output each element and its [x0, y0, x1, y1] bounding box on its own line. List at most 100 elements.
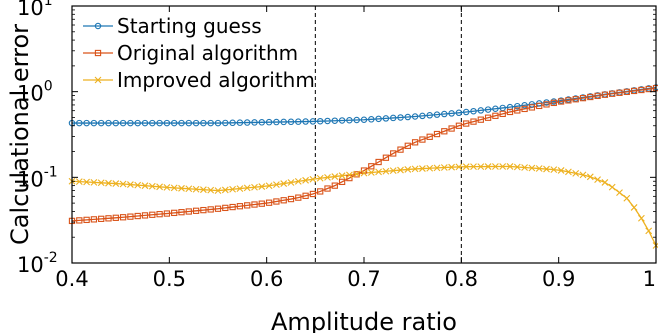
improved-algorithm-point — [119, 180, 127, 188]
starting-guess-point — [163, 119, 171, 127]
improved-algorithm-point — [426, 164, 434, 172]
improved-algorithm-point — [265, 182, 273, 190]
starting-guess-point — [229, 119, 236, 127]
improved-algorithm-point — [601, 179, 609, 186]
y-tick-label: 10-2 — [17, 250, 58, 277]
original-algorithm-point — [244, 202, 251, 209]
improved-algorithm-point — [97, 179, 105, 187]
original-algorithm-point — [550, 99, 557, 107]
improved-algorithm-point — [433, 164, 441, 172]
improved-algorithm-point — [127, 181, 134, 188]
original-algorithm-point — [192, 207, 200, 214]
legend-swatch-marker — [94, 76, 102, 84]
original-algorithm-point — [638, 86, 645, 94]
improved-algorithm-point — [273, 181, 280, 189]
original-algorithm-point — [185, 208, 192, 215]
original-algorithm-point — [98, 215, 105, 222]
improved-algorithm-point — [214, 187, 222, 194]
y-axis-title: Calculational error — [6, 24, 34, 245]
improved-algorithm-point — [178, 184, 185, 192]
improved-algorithm-point — [550, 166, 558, 173]
improved-algorithm-point — [236, 185, 244, 192]
starting-guess-point — [302, 118, 309, 125]
original-algorithm-point — [200, 206, 207, 214]
original-algorithm-point — [273, 198, 280, 205]
improved-algorithm-point — [448, 163, 455, 171]
original-algorithm-point — [127, 213, 134, 220]
improved-algorithm-point — [528, 164, 536, 172]
original-algorithm-point — [630, 87, 638, 95]
original-algorithm-point — [236, 203, 244, 210]
improved-algorithm-point — [477, 163, 485, 171]
improved-algorithm-point — [455, 163, 463, 171]
starting-guess-point — [192, 119, 200, 127]
original-algorithm-point — [645, 85, 652, 93]
original-algorithm-point — [119, 214, 127, 221]
starting-guess-point — [433, 111, 441, 118]
original-algorithm-point — [470, 118, 477, 125]
starting-guess-point — [324, 117, 331, 125]
original-algorithm-point — [587, 93, 594, 101]
improved-algorithm-point — [346, 171, 353, 179]
legend-label: Original algorithm — [117, 41, 298, 65]
starting-guess-point — [492, 105, 499, 113]
starting-guess-point — [149, 119, 156, 127]
starting-guess-point — [90, 119, 98, 127]
original-algorithm-point — [331, 182, 338, 189]
improved-algorithm-point — [338, 172, 346, 180]
legend: Starting guess Original algorithm Improved… — [83, 14, 315, 92]
improved-algorithm-point — [134, 181, 142, 189]
starting-guess-point — [105, 119, 112, 127]
original-algorithm-point — [178, 209, 185, 216]
starting-guess-point — [214, 119, 222, 127]
improved-algorithm-line — [71, 165, 657, 246]
original-algorithm-point — [207, 206, 214, 213]
starting-guess-point — [112, 119, 120, 127]
starting-guess-point — [287, 118, 295, 126]
original-algorithm-point — [265, 199, 273, 206]
original-algorithm-point — [105, 215, 112, 222]
legend-swatch-marker — [94, 49, 102, 57]
improved-algorithm-point — [221, 186, 229, 194]
legend-entry-starting-guess: Starting guess — [83, 14, 262, 38]
original-algorithm-point — [112, 214, 119, 221]
original-algorithm-point — [543, 101, 550, 108]
original-algorithm-point — [163, 210, 171, 217]
original-algorithm-point — [368, 163, 375, 170]
improved-algorithm-point — [148, 182, 156, 190]
x-tick-label: 0.5 — [153, 267, 186, 291]
improved-algorithm-point — [324, 174, 331, 181]
original-algorithm-point — [295, 194, 302, 201]
improved-algorithm-point — [616, 189, 623, 197]
x-tick-label: 1 — [643, 267, 656, 291]
improved-algorithm-point — [513, 163, 521, 171]
improved-algorithm-point — [294, 178, 302, 185]
improved-algorithm-point — [302, 176, 309, 184]
improved-algorithm-point — [83, 178, 90, 186]
starting-guess-point — [353, 116, 360, 124]
starting-guess-point — [404, 113, 412, 121]
starting-guess-point — [83, 119, 90, 127]
improved-algorithm-point — [499, 163, 507, 170]
improved-algorithm-point — [565, 168, 572, 176]
improved-algorithm-point — [75, 178, 83, 186]
improved-algorithm-point — [419, 165, 426, 172]
original-algorithm-point — [83, 216, 90, 224]
starting-guess-point — [258, 119, 266, 126]
starting-guess-point — [200, 119, 207, 127]
original-algorithm-point — [76, 217, 83, 224]
y-axis: 10-2 10-1 100 101 — [17, 0, 656, 277]
original-algorithm-point — [382, 154, 390, 161]
starting-guess-point — [251, 119, 258, 126]
original-algorithm-point — [565, 97, 572, 104]
improved-algorithm-point — [404, 166, 412, 173]
y-tick-label: 10-1 — [17, 164, 58, 191]
legend-label: Improved algorithm — [117, 68, 315, 92]
improved-algorithm-point — [630, 204, 638, 211]
starting-guess-point — [441, 110, 448, 118]
improved-algorithm-point — [440, 164, 448, 171]
improved-algorithm-point — [484, 163, 492, 170]
improved-algorithm-point — [645, 227, 653, 235]
starting-guess-point — [484, 106, 492, 113]
starting-guess-point — [346, 116, 353, 124]
